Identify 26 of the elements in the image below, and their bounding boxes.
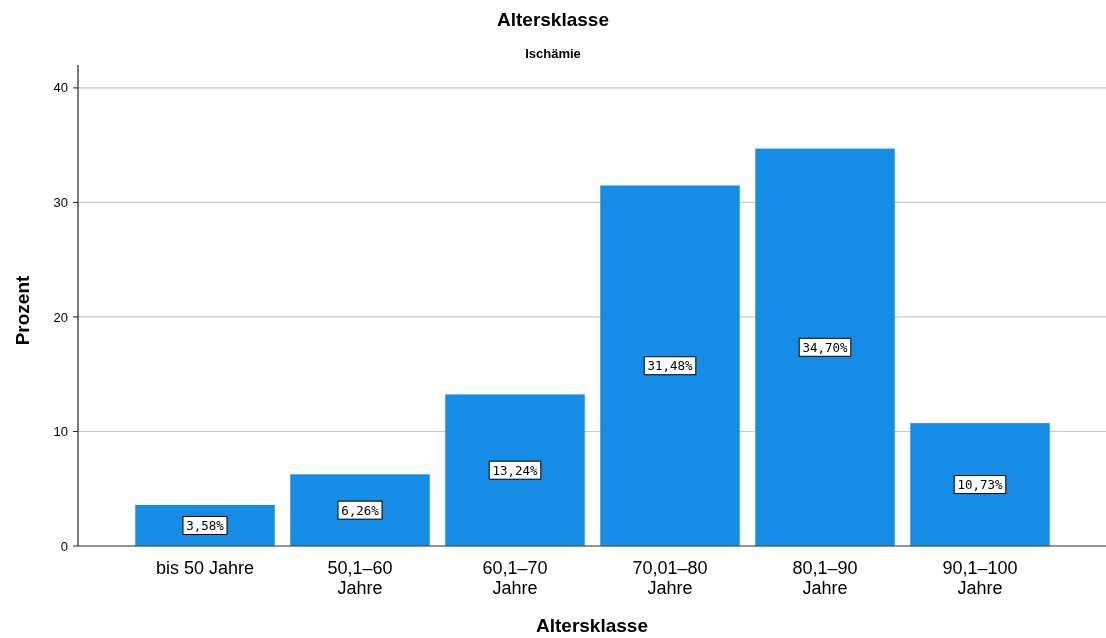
x-tick-label: 70,01–80 Jahre bbox=[632, 558, 708, 598]
chart-title: Altersklasse bbox=[497, 9, 609, 30]
x-tick-label: 60,1–70 Jahre bbox=[482, 558, 548, 598]
y-tick-label: 10 bbox=[53, 424, 68, 440]
data-label: 13,24% bbox=[492, 462, 539, 478]
data-label: 6,26% bbox=[341, 502, 380, 518]
bar bbox=[290, 474, 430, 546]
y-tick-label: 40 bbox=[53, 80, 68, 96]
bar bbox=[445, 394, 585, 546]
bar bbox=[910, 423, 1050, 546]
y-tick-label: 30 bbox=[53, 194, 68, 210]
bar bbox=[755, 148, 895, 546]
x-tick-label: 80,1–90 Jahre bbox=[792, 558, 858, 598]
chart-subtitle: Ischämie bbox=[525, 46, 581, 61]
y-axis-title: Prozent bbox=[12, 275, 33, 346]
x-tick-label: 50,1–60 Jahre bbox=[327, 558, 393, 598]
bar bbox=[600, 185, 740, 546]
data-label: 10,73% bbox=[957, 476, 1004, 492]
y-tick-label: 0 bbox=[60, 538, 68, 554]
data-label: 34,70% bbox=[802, 339, 849, 355]
data-label: 3,58% bbox=[186, 517, 225, 533]
data-label: 31,48% bbox=[647, 358, 694, 374]
x-tick-label: bis 50 Jahre bbox=[155, 558, 255, 578]
x-tick-label: 90,1–100 Jahre bbox=[942, 558, 1018, 598]
x-axis-title: Altersklasse bbox=[536, 615, 648, 636]
y-tick-label: 20 bbox=[53, 309, 68, 325]
